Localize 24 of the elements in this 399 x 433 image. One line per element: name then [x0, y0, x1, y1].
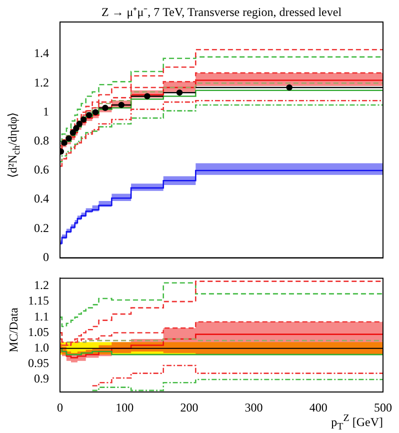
x-tick-label: 100 [116, 400, 134, 414]
y-tick-label: 0.9 [34, 372, 49, 386]
y-tick-label: 1.15 [28, 294, 49, 308]
y-tick-label: 0.8 [34, 134, 49, 148]
y-tick-label: 1.0 [34, 340, 49, 355]
y-tick-label: 0 [43, 250, 49, 264]
x-axis-title: p$_{T}$$^{Z}$ [GeV] [331, 413, 383, 432]
y-axis-title: MC/Data [6, 308, 22, 352]
y-tick-label: 1.1 [34, 309, 49, 324]
x-tick-label: 300 [244, 400, 263, 414]
x-tick-label: 200 [180, 400, 198, 414]
y-tick-label: 1.2 [34, 278, 49, 292]
x-tick-label: 500 [374, 400, 392, 414]
y-tick-label: 1 [43, 104, 49, 118]
y-tick-label: 0.4 [34, 192, 49, 206]
y-tick-label: 1.2 [34, 75, 49, 90]
y-tick-label: 1.05 [28, 324, 49, 339]
y-tick-label: 0.6 [34, 162, 49, 177]
y-tick-label: 0.95 [28, 356, 49, 370]
x-tick-label: 0 [57, 400, 63, 414]
chart-title: Z → μ⁺μ⁻, 7 TeV, Transverse region, dressed level [100, 4, 343, 20]
x-tick-label: 400 [309, 400, 328, 414]
y-tick-label: 0.2 [34, 220, 49, 235]
y-tick-label: 1.4 [34, 46, 49, 60]
